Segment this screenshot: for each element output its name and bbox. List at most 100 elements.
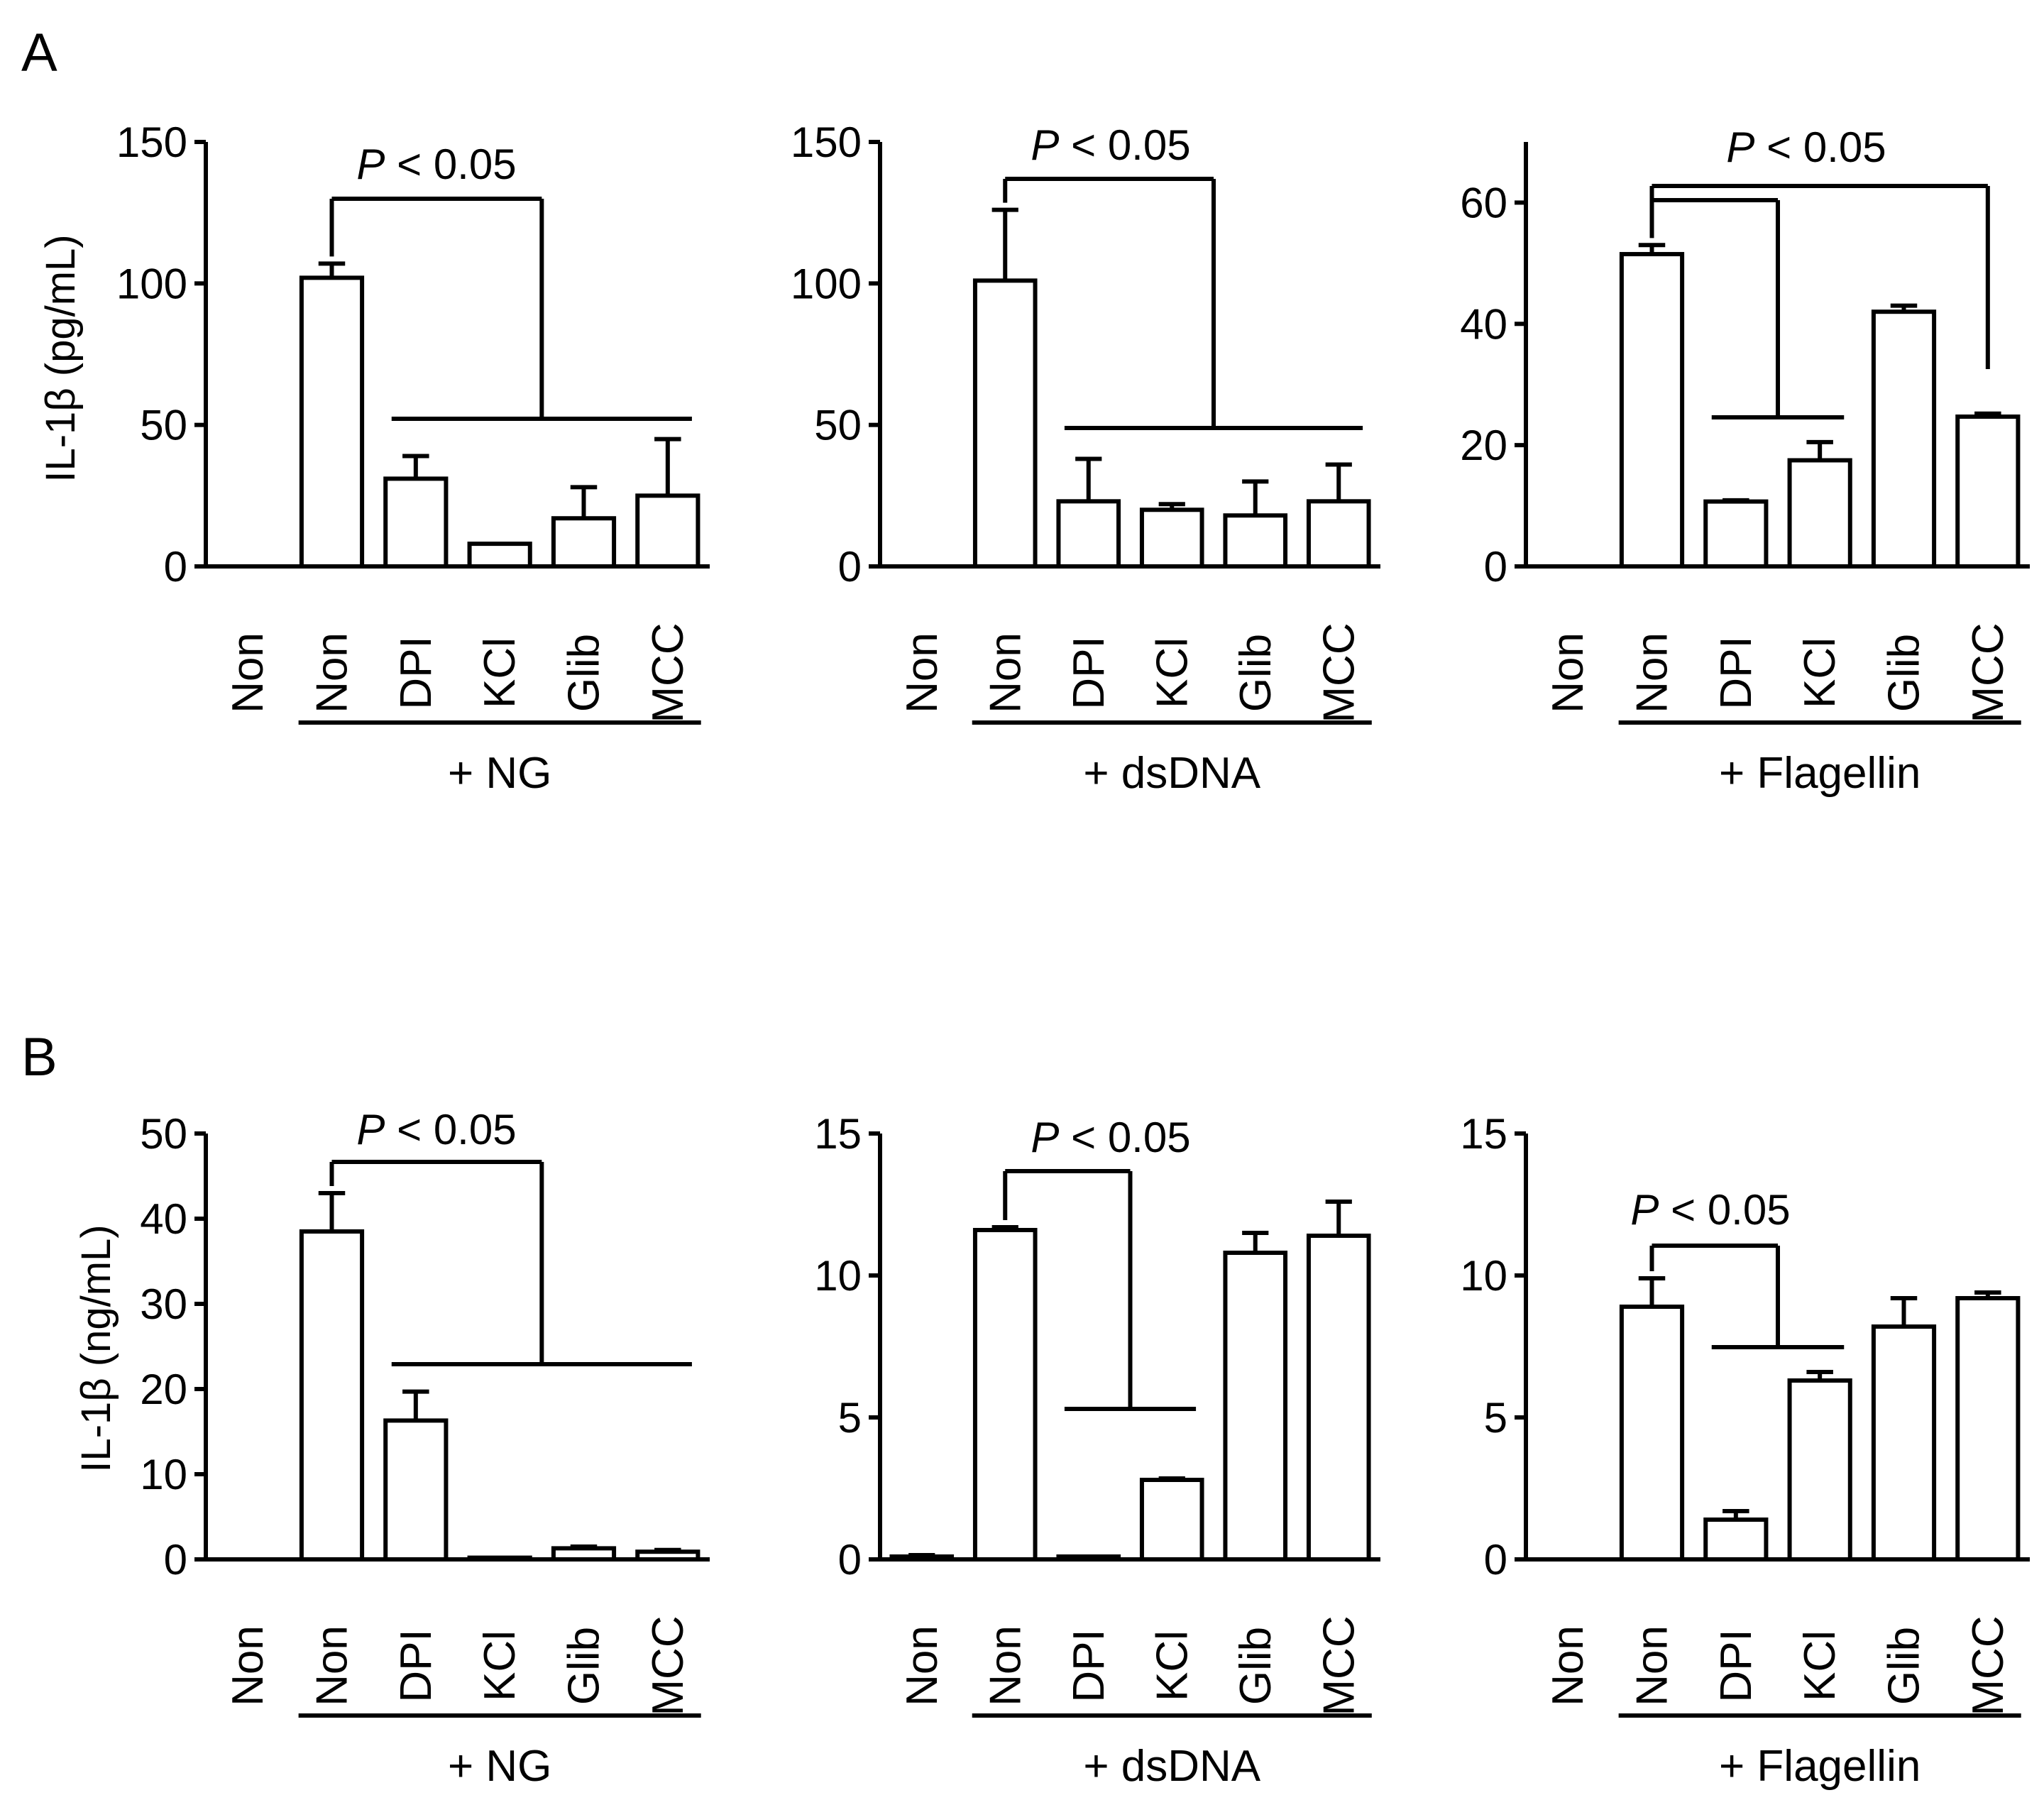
bar: [1619, 252, 1685, 569]
chart-a-2: 0 50 100 150 Non Non DPI KCl Glib MCC + dsDNA P < 0…: [791, 119, 1380, 798]
group-label: + dsDNA: [1083, 749, 1260, 798]
chart-b-3: 0 5 10 15 Non Non DPI KCl Glib MCC + Flagellin P < …: [1460, 1110, 2030, 1791]
y-tick-label: 40: [140, 1195, 187, 1243]
bar: [383, 476, 449, 569]
category-label: Glib: [1880, 634, 1929, 712]
bar: [972, 1228, 1038, 1562]
category-label: KCl: [1796, 1630, 1845, 1701]
y-tick-label: 10: [1460, 1252, 1507, 1300]
y-tick-label: 0: [1484, 1536, 1507, 1584]
category-label: Non: [308, 1625, 357, 1706]
bar: [299, 1229, 365, 1562]
y-tick-label: 60: [1460, 179, 1507, 226]
y-tick-label: 50: [140, 402, 187, 449]
bar: [1223, 1251, 1288, 1562]
chart-a-3: 0 20 40 60 Non Non DPI KCl Glib MCC + Flagellin P <…: [1460, 124, 2030, 798]
bar: [1223, 513, 1288, 569]
category-label: MCC: [644, 622, 693, 723]
category-label: Non: [1628, 1625, 1677, 1706]
y-tick-label: 100: [116, 260, 187, 307]
category-label: KCl: [1796, 637, 1845, 708]
bar: [1139, 1478, 1204, 1562]
p-value-label: P < 0.05: [1630, 1186, 1790, 1234]
bar: [551, 516, 617, 569]
y-tick-label: 50: [140, 1110, 187, 1158]
chart-b-2: 0 5 10 15 Non Non DPI KCl Glib MCC + dsDNA P < 0.05: [814, 1110, 1380, 1791]
category-label: MCC: [1964, 1615, 2013, 1716]
category-label: Non: [224, 632, 273, 713]
y-tick-label: 15: [1460, 1110, 1507, 1158]
bar: [1955, 1296, 2021, 1562]
y-tick-label: 0: [164, 1536, 187, 1584]
category-label: Non: [308, 632, 357, 713]
category-label: KCl: [1148, 1630, 1197, 1701]
category-label: Non: [1628, 632, 1677, 713]
bar: [1056, 499, 1121, 569]
chart-b-1: 0 10 20 30 40 50 Non Non DPI KCl Glib MCC + NG P < 0.…: [140, 1106, 710, 1791]
group-label: + dsDNA: [1083, 1742, 1260, 1791]
y-tick-label: 5: [1484, 1394, 1507, 1442]
category-label: MCC: [1314, 1615, 1363, 1716]
category-label: Glib: [1231, 634, 1280, 712]
bar: [1306, 499, 1371, 569]
y-tick-label: 50: [814, 402, 862, 449]
y-tick-label: 10: [814, 1252, 862, 1300]
panel-a-y-axis-label: IL-1β (pg/mL): [38, 234, 84, 482]
p-value-label: P < 0.05: [1031, 1114, 1190, 1161]
bar: [1703, 499, 1769, 569]
group-label: + NG: [448, 749, 551, 798]
bar: [1787, 458, 1852, 569]
category-label: Non: [981, 1625, 1030, 1706]
y-tick-label: 10: [140, 1451, 187, 1498]
y-tick-label: 0: [838, 1536, 862, 1584]
bar: [972, 278, 1038, 569]
category-label: DPI: [1065, 636, 1114, 709]
bar: [1139, 507, 1204, 569]
bar: [467, 1555, 532, 1562]
bar: [635, 1549, 700, 1562]
category-label: Non: [898, 1625, 947, 1706]
bar: [1306, 1234, 1371, 1562]
category-label: DPI: [1712, 636, 1761, 709]
category-label: KCl: [476, 637, 524, 708]
bar: [299, 275, 365, 569]
group-label: + NG: [448, 1742, 551, 1791]
category-label: MCC: [1964, 622, 2013, 723]
bar: [1955, 414, 2021, 569]
y-tick-label: 150: [791, 119, 862, 166]
y-tick-label: 5: [838, 1394, 862, 1442]
bar: [1787, 1378, 1852, 1562]
y-tick-label: 150: [116, 119, 187, 166]
category-label: Glib: [1880, 1627, 1929, 1705]
chart-a-1: 0 50 100 150 Non Non DPI KCl Glib MCC + NG P < 0.05: [116, 119, 710, 798]
category-label: Non: [1544, 1625, 1593, 1706]
p-value-label: P < 0.05: [356, 1106, 516, 1153]
p-value-label: P < 0.05: [1726, 124, 1886, 171]
y-tick-label: 20: [140, 1366, 187, 1413]
category-label: Glib: [1231, 1627, 1280, 1705]
bar: [383, 1418, 449, 1562]
category-label: Non: [898, 632, 947, 713]
category-label: MCC: [1314, 622, 1363, 723]
panel-b-y-axis-label: IL-1β (ng/mL): [73, 1224, 119, 1472]
category-label: Non: [981, 632, 1030, 713]
y-tick-label: 40: [1460, 300, 1507, 348]
y-tick-label: 15: [814, 1110, 862, 1158]
category-label: DPI: [1712, 1629, 1761, 1702]
category-label: Glib: [560, 634, 609, 712]
y-tick-label: 0: [164, 543, 187, 591]
category-label: KCl: [1148, 637, 1197, 708]
category-label: DPI: [392, 636, 441, 709]
panel-b-letter: B: [21, 1027, 57, 1087]
category-label: Non: [1544, 632, 1593, 713]
category-label: KCl: [476, 1630, 524, 1701]
group-label: + Flagellin: [1719, 749, 1921, 798]
y-tick-label: 0: [1484, 543, 1507, 591]
group-label: + Flagellin: [1719, 1742, 1921, 1791]
bar: [635, 493, 700, 569]
panel-a-letter: A: [21, 23, 57, 83]
y-tick-label: 20: [1460, 422, 1507, 469]
y-tick-label: 0: [838, 543, 862, 591]
